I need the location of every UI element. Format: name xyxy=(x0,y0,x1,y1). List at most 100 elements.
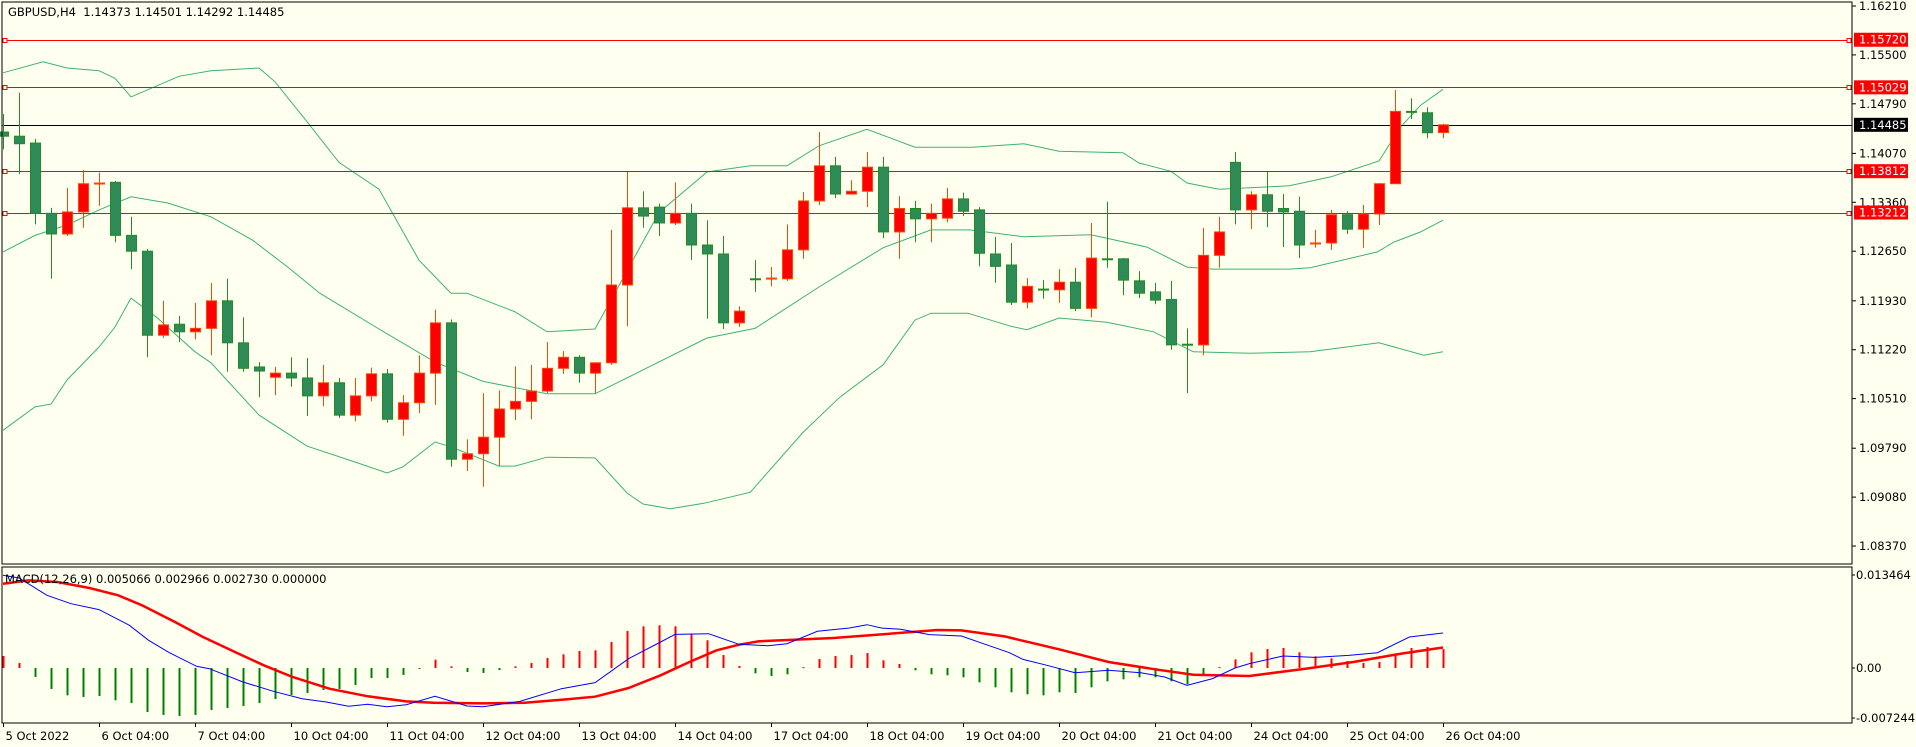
macd-histogram-bar xyxy=(210,668,213,710)
candle-body xyxy=(1294,210,1305,246)
candle-body xyxy=(318,382,329,397)
candle-body xyxy=(366,373,377,397)
macd-histogram-bar xyxy=(274,668,277,700)
candle-body xyxy=(1422,112,1433,134)
macd-tick-label: 0.013464 xyxy=(1856,568,1911,582)
candle-body xyxy=(1406,110,1417,113)
candle-body xyxy=(222,300,233,344)
macd-histogram-bar xyxy=(1058,668,1061,693)
macd-histogram-bar xyxy=(1362,663,1365,669)
candle-body xyxy=(942,198,953,219)
macd-histogram-bar xyxy=(1202,668,1205,676)
macd-histogram-bar xyxy=(930,668,933,675)
macd-histogram-bar xyxy=(642,626,645,669)
candle-body xyxy=(1214,231,1225,256)
candle-body xyxy=(1006,264,1017,303)
macd-histogram-bar xyxy=(1042,668,1045,696)
level-price-badge xyxy=(1854,32,1908,47)
price-panel[interactable] xyxy=(0,38,1852,510)
macd-panel-border xyxy=(1,566,1853,724)
candle-body xyxy=(1310,242,1321,245)
macd-histogram-bar xyxy=(594,650,597,669)
macd-histogram-bar xyxy=(626,630,629,669)
candle-body xyxy=(1022,285,1033,303)
candle-body xyxy=(1198,254,1209,346)
candle-body xyxy=(542,367,553,392)
macd-histogram-bar xyxy=(802,667,805,669)
level-price-label: 1.15029 xyxy=(1859,80,1907,94)
macd-histogram-bar xyxy=(738,665,741,669)
time-tick-label: 10 Oct 04:00 xyxy=(294,729,369,743)
candle-body xyxy=(1134,280,1145,294)
bollinger-lower-band xyxy=(2,297,1444,510)
time-tick-label: 24 Oct 04:00 xyxy=(1254,729,1329,743)
candle-body xyxy=(846,190,857,195)
candle-body xyxy=(622,207,633,286)
macd-histogram-bar xyxy=(258,668,261,704)
candle-body xyxy=(1342,214,1353,230)
candle-body xyxy=(1150,291,1161,301)
macd-histogram-bar xyxy=(1378,661,1381,669)
time-tick-label: 5 Oct 2022 xyxy=(6,729,70,743)
level-handle-right xyxy=(1846,169,1852,174)
candle-body xyxy=(814,165,825,202)
candle-body xyxy=(94,182,105,185)
candle-body xyxy=(462,453,473,460)
macd-histogram-bar xyxy=(1330,658,1333,669)
macd-histogram-bar xyxy=(370,668,373,679)
price-tick-label: 1.14790 xyxy=(1859,97,1907,111)
candle-body xyxy=(798,200,809,251)
macd-histogram-bar xyxy=(1122,668,1125,680)
candle-body xyxy=(1390,110,1401,185)
macd-histogram-bar xyxy=(386,668,389,679)
macd-histogram-bar xyxy=(162,668,165,715)
candle-body xyxy=(446,322,457,460)
macd-histogram-bar xyxy=(530,663,533,669)
candle-body xyxy=(46,212,57,235)
macd-histogram-bar xyxy=(1298,652,1301,669)
axes: 1.162101.155001.147901.140701.133601.126… xyxy=(3,0,1915,743)
level-price-label: 1.13212 xyxy=(1859,206,1907,220)
macd-histogram-bar xyxy=(658,625,661,669)
macd-histogram-bar xyxy=(722,655,725,669)
macd-histogram-bar xyxy=(1090,668,1093,688)
candle-body xyxy=(574,356,585,374)
bid-price-label: 1.14485 xyxy=(1859,118,1907,132)
macd-histogram-bar xyxy=(130,668,133,704)
macd-histogram-bar xyxy=(2,655,5,669)
candle-body xyxy=(430,322,441,374)
candle-body xyxy=(110,181,121,236)
candle-body xyxy=(702,244,713,255)
macd-histogram-bar xyxy=(578,651,581,669)
macd-histogram-bar xyxy=(898,663,901,669)
candle-body xyxy=(878,166,889,233)
level-price-label: 1.15720 xyxy=(1859,33,1907,47)
time-tick-label: 25 Oct 04:00 xyxy=(1350,729,1425,743)
macd-tick-label: 0.00 xyxy=(1856,661,1882,675)
macd-histogram-bar xyxy=(562,654,565,669)
macd-panel[interactable] xyxy=(2,574,1445,717)
macd-histogram-bar xyxy=(1074,668,1077,694)
macd-histogram-bar xyxy=(514,666,517,669)
price-tick-label: 1.09790 xyxy=(1859,441,1907,455)
candle-body xyxy=(1262,194,1273,212)
macd-histogram-bar xyxy=(1314,656,1317,669)
candle-body xyxy=(526,390,537,402)
candle-body xyxy=(350,395,361,416)
macd-histogram-bar xyxy=(850,655,853,669)
macd-histogram-bar xyxy=(1026,668,1029,695)
candle-body xyxy=(62,211,73,235)
candle-body xyxy=(1278,208,1289,213)
candle-body xyxy=(126,234,137,252)
macd-histogram-bar xyxy=(114,668,117,701)
macd-histogram-bar xyxy=(1250,652,1253,669)
level-price-badge xyxy=(1854,205,1908,220)
candle-body xyxy=(414,372,425,404)
candle-body xyxy=(190,327,201,333)
level-price-label: 1.13812 xyxy=(1859,164,1907,178)
macd-histogram-bar xyxy=(482,668,485,673)
candle-body xyxy=(382,373,393,420)
price-tick-label: 1.08370 xyxy=(1859,539,1907,553)
